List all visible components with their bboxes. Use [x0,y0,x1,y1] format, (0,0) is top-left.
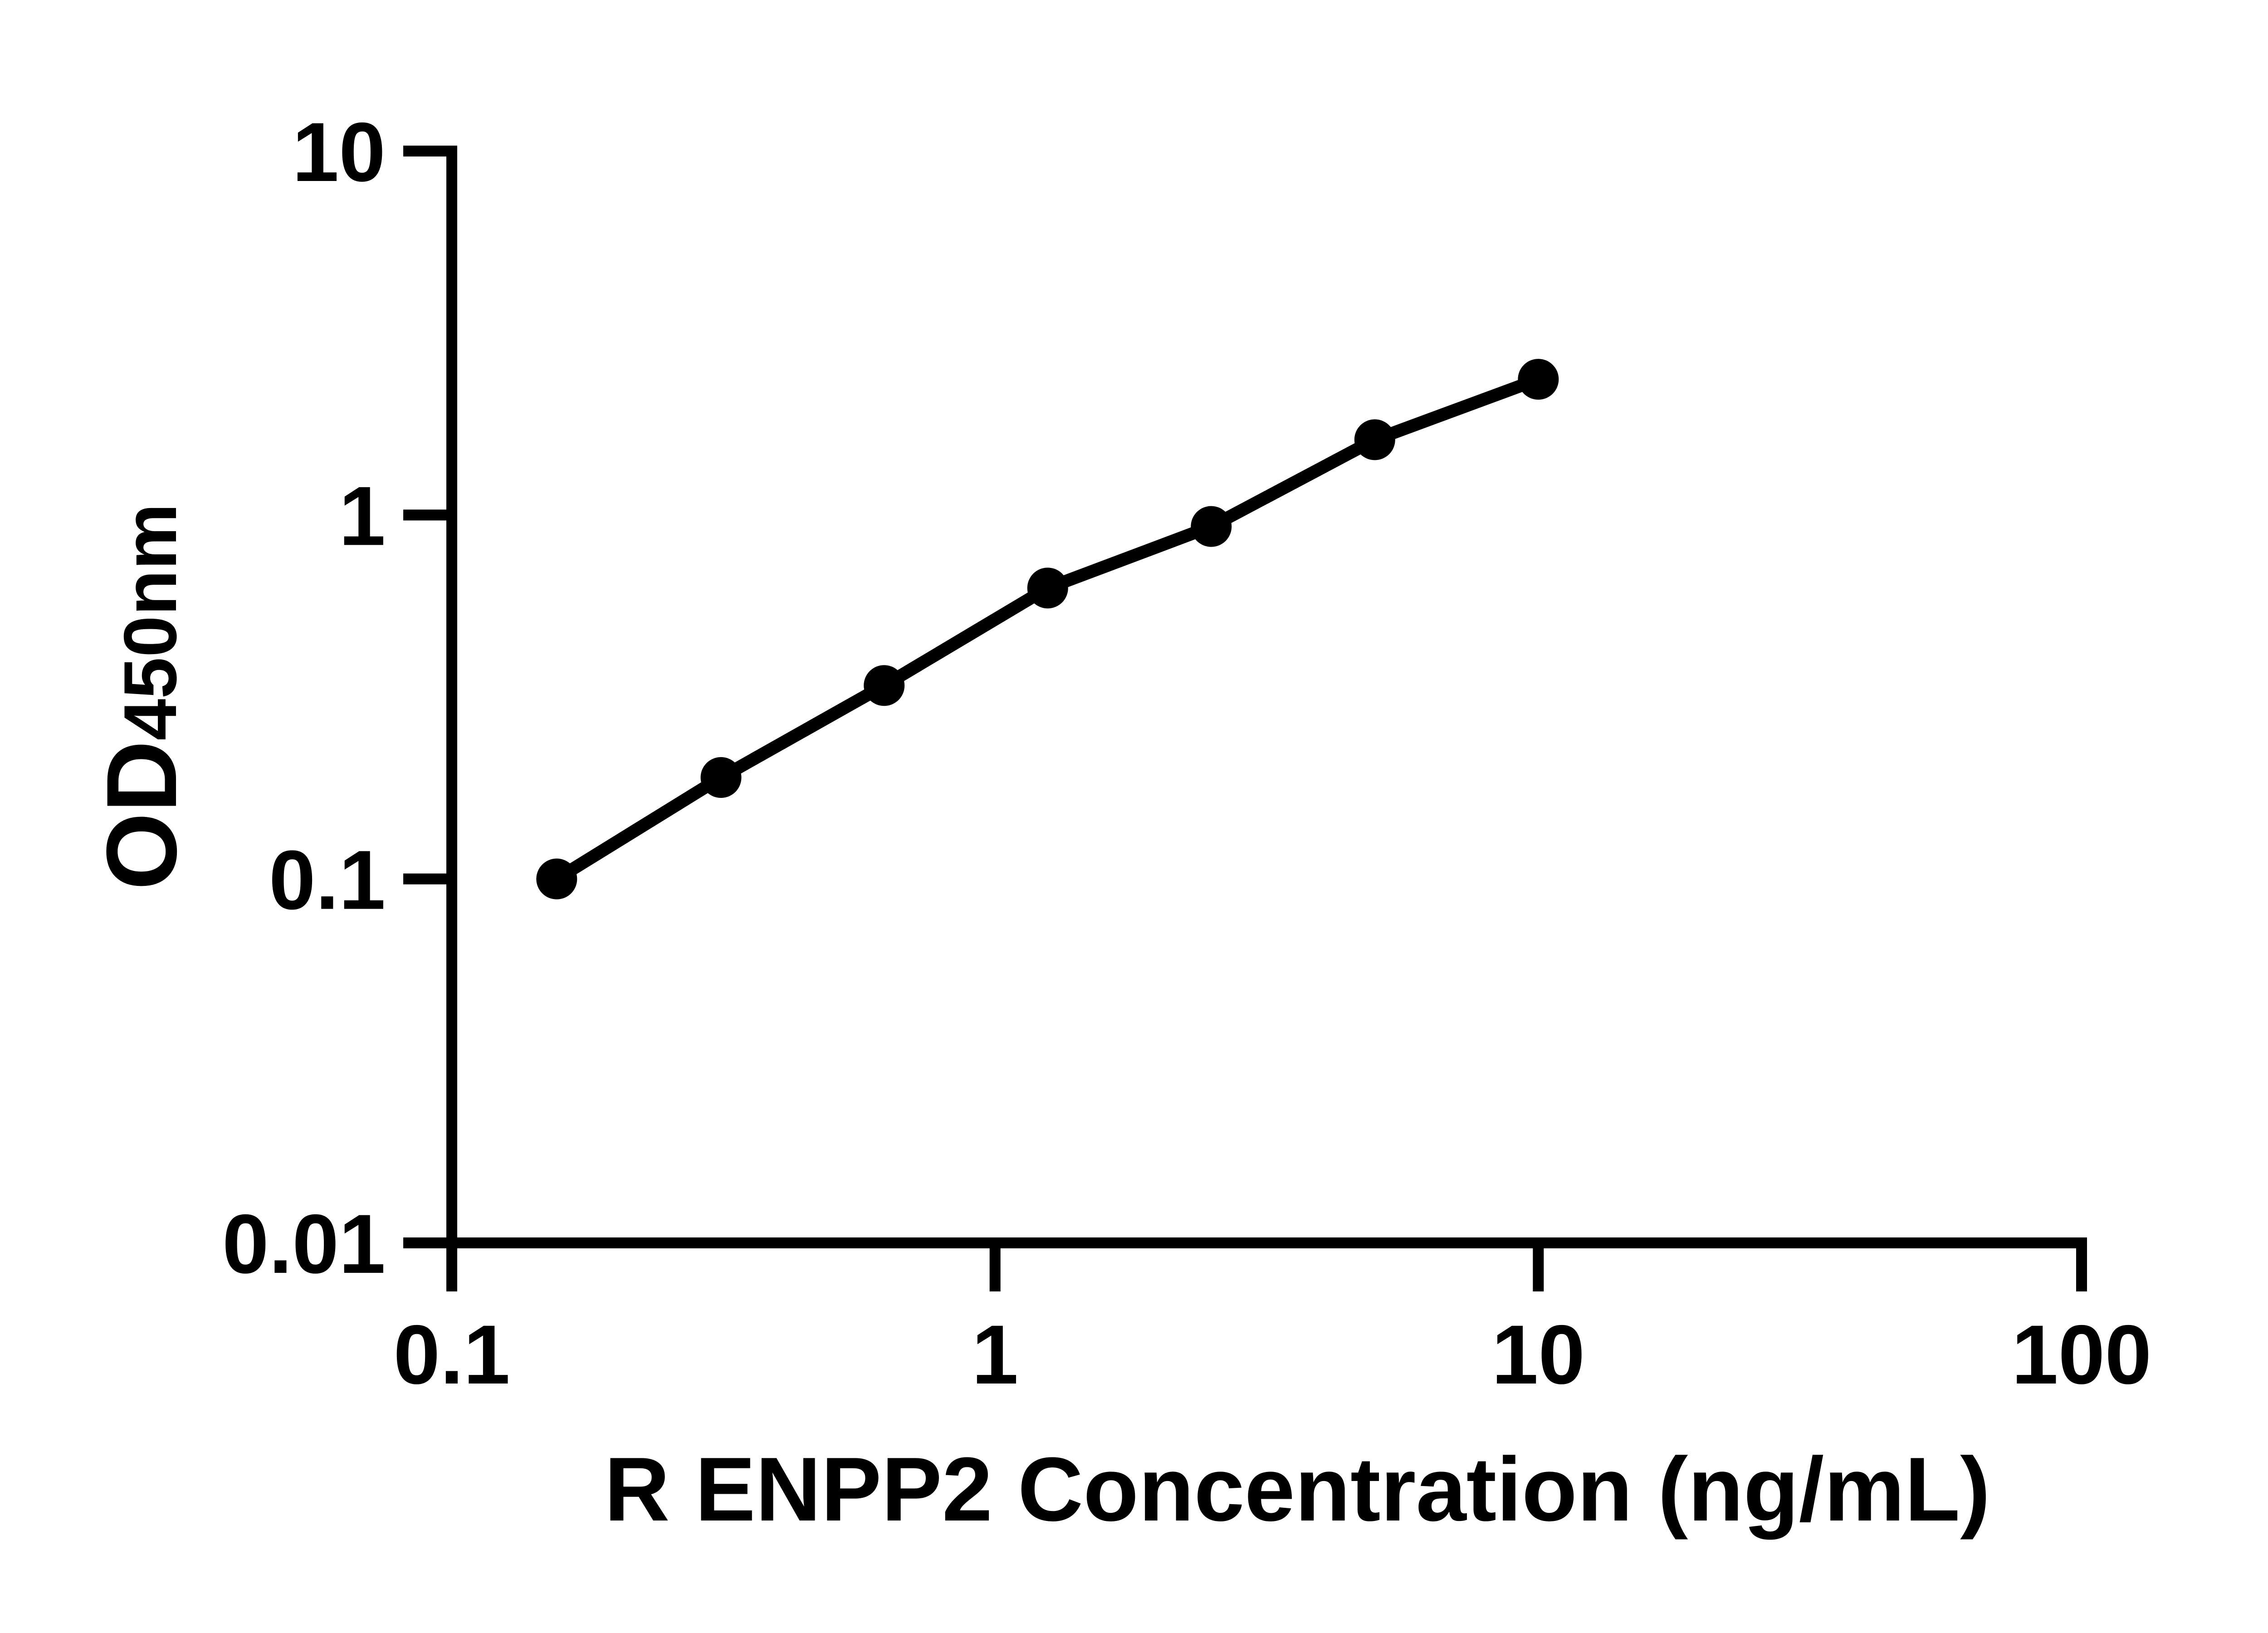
y-tick-label: 10 [292,106,386,199]
x-tick-label: 10 [1491,1308,1585,1402]
data-point-marker [1027,567,1068,609]
x-tick-label: 100 [2012,1308,2152,1402]
y-tick-label: 1 [339,469,386,563]
x-tick-label: 1 [972,1308,1018,1402]
y-tick-labels: 0.01 0.1 1 10 [222,106,386,1291]
y-axis-title-main: OD [86,740,197,890]
data-point-marker [1354,419,1395,460]
data-point-marker [1191,506,1232,547]
x-tick-label: 0.1 [393,1308,510,1402]
y-axis-title: OD450nm [86,504,197,890]
x-tick-labels: 0.1 1 10 100 [393,1308,2151,1402]
x-tick-marks [446,1243,2087,1291]
axes [446,146,2087,1248]
data-point-marker [1518,359,1559,400]
y-tick-label: 0.1 [269,834,386,927]
series-points [536,359,1559,900]
data-point-marker [864,665,905,706]
y-tick-marks [403,146,452,1248]
data-point-marker [536,858,577,900]
series-line [553,373,1541,885]
data-point-marker [700,757,742,798]
series-connecting-line [553,373,1541,885]
y-tick-label: 0.01 [222,1198,386,1291]
y-axis-title-sub: 450nm [108,504,192,741]
x-axis-title: R ENPP2 Concentration (ng/mL) [604,1439,1990,1540]
